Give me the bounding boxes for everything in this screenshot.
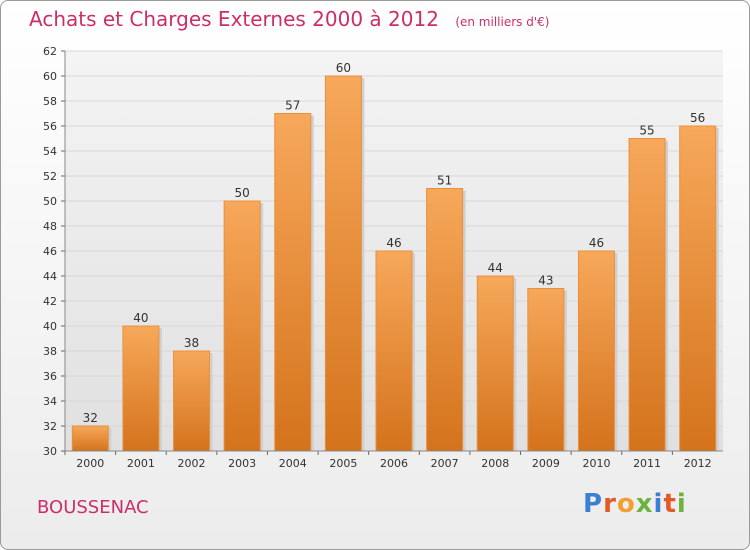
value-label-2000: 32 bbox=[83, 411, 98, 425]
y-tick-label: 52 bbox=[43, 170, 57, 183]
bar-2012[interactable] bbox=[679, 125, 717, 452]
chart-title: Achats et Charges Externes 2000 à 2012 (… bbox=[29, 7, 549, 31]
y-tick-label: 50 bbox=[43, 195, 57, 208]
logo-letter: i bbox=[653, 489, 664, 519]
y-tick-label: 56 bbox=[43, 120, 57, 133]
y-tick-label: 58 bbox=[43, 95, 57, 108]
value-label-2005: 60 bbox=[336, 61, 351, 75]
value-label-2003: 50 bbox=[235, 186, 250, 200]
y-tick-label: 60 bbox=[43, 70, 57, 83]
commune-name: BOUSSENAC bbox=[37, 497, 149, 518]
chart-title-text: Achats et Charges Externes 2000 à 2012 bbox=[29, 7, 439, 31]
y-tick-label: 32 bbox=[43, 420, 57, 433]
bar-2007[interactable] bbox=[426, 188, 464, 452]
x-tick-label-2005: 2005 bbox=[329, 457, 357, 470]
value-label-2012: 56 bbox=[690, 111, 705, 125]
logo-letter: t bbox=[663, 489, 677, 519]
bar-2001[interactable] bbox=[122, 325, 160, 452]
x-tick-label-2003: 2003 bbox=[228, 457, 256, 470]
bar-2011[interactable] bbox=[628, 138, 666, 452]
bar-2003[interactable] bbox=[223, 200, 261, 452]
bar-2009[interactable] bbox=[527, 288, 565, 452]
value-label-2007: 51 bbox=[437, 174, 452, 188]
bar-2002[interactable] bbox=[173, 350, 211, 452]
bar-2006[interactable] bbox=[375, 250, 413, 452]
chart-subtitle: (en milliers d'€) bbox=[455, 15, 550, 29]
y-tick-label: 38 bbox=[43, 345, 57, 358]
x-tick-label-2012: 2012 bbox=[684, 457, 712, 470]
bar-2000[interactable] bbox=[71, 425, 109, 452]
y-tick-label: 48 bbox=[43, 220, 57, 233]
proxiti-logo[interactable]: Proxiti bbox=[583, 489, 687, 519]
x-tick-label-2011: 2011 bbox=[633, 457, 661, 470]
y-tick-label: 54 bbox=[43, 145, 57, 158]
y-tick-label: 46 bbox=[43, 245, 57, 258]
x-tick-label-2004: 2004 bbox=[279, 457, 307, 470]
logo-letter: o bbox=[616, 489, 636, 519]
x-tick-label-2002: 2002 bbox=[178, 457, 206, 470]
value-label-2011: 55 bbox=[639, 124, 654, 138]
logo-letter: x bbox=[635, 489, 654, 519]
y-tick-label: 44 bbox=[43, 270, 57, 283]
value-label-2006: 46 bbox=[386, 236, 401, 250]
x-tick-label-2010: 2010 bbox=[582, 457, 610, 470]
logo-letter: P bbox=[583, 489, 604, 519]
y-tick-label: 34 bbox=[43, 395, 57, 408]
value-label-2010: 46 bbox=[589, 236, 604, 250]
y-tick-label: 62 bbox=[43, 45, 57, 58]
y-tick-label: 30 bbox=[43, 445, 57, 458]
bar-2008[interactable] bbox=[476, 275, 514, 452]
x-tick-label-2001: 2001 bbox=[127, 457, 155, 470]
value-label-2002: 38 bbox=[184, 336, 199, 350]
y-tick-label: 40 bbox=[43, 320, 57, 333]
logo-letter: i bbox=[676, 489, 687, 519]
value-label-2009: 43 bbox=[538, 274, 553, 288]
x-tick-label-2007: 2007 bbox=[431, 457, 459, 470]
y-tick-label: 42 bbox=[43, 295, 57, 308]
y-tick-label: 36 bbox=[43, 370, 57, 383]
x-tick-label-2008: 2008 bbox=[481, 457, 509, 470]
x-tick-label-2000: 2000 bbox=[76, 457, 104, 470]
value-label-2004: 57 bbox=[285, 99, 300, 113]
bar-2004[interactable] bbox=[274, 113, 312, 452]
bar-2010[interactable] bbox=[577, 250, 615, 452]
logo-letter: r bbox=[603, 489, 617, 519]
x-tick-label-2006: 2006 bbox=[380, 457, 408, 470]
x-tick-label-2009: 2009 bbox=[532, 457, 560, 470]
bar-2005[interactable] bbox=[324, 75, 362, 452]
value-label-2001: 40 bbox=[133, 311, 148, 325]
value-label-2008: 44 bbox=[488, 261, 503, 275]
